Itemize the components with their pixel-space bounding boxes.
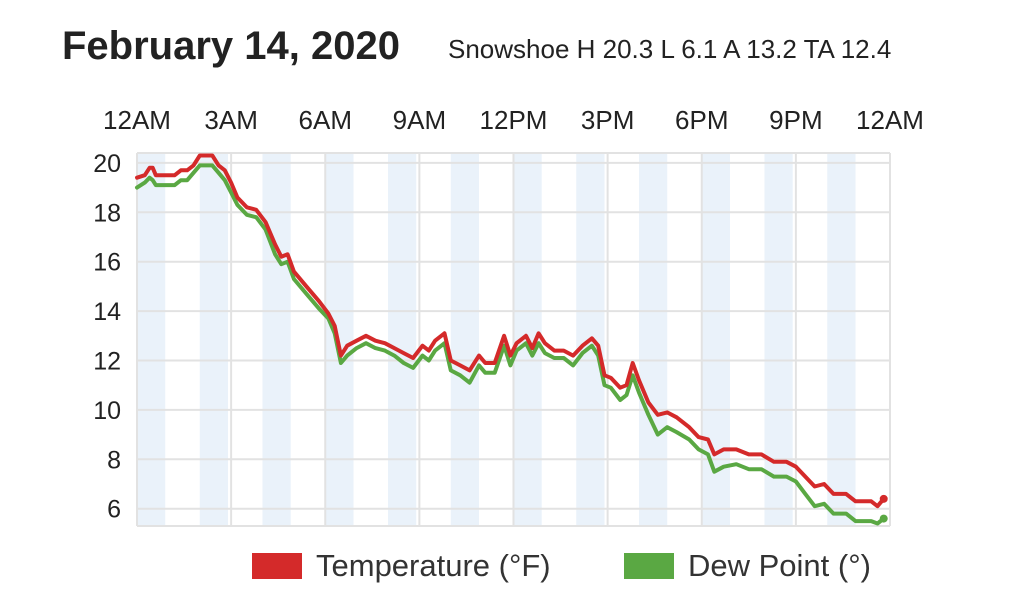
temperature-line [135, 153, 886, 509]
time-band [388, 153, 417, 526]
legend-item-dew-point: Dew Point (°) [624, 546, 871, 586]
dew-point-legend-label: Dew Point (°) [688, 548, 871, 583]
x-tick-label: 12AM [856, 105, 924, 135]
vertical-gridlines [136, 153, 891, 526]
weather-summary: Snowshoe H 20.3 L 6.1 A 13.2 TA 12.4 [448, 34, 892, 64]
time-band [262, 153, 291, 526]
x-tick-label: 12PM [480, 105, 548, 135]
y-tick-label: 6 [107, 496, 121, 524]
y-tick-label: 18 [93, 199, 121, 227]
dew-point-end-point [879, 514, 888, 523]
dew-point-swatch [624, 553, 674, 579]
legend-item-temperature: Temperature (°F) [252, 546, 551, 586]
x-tick-label: 9PM [769, 105, 822, 135]
x-tick-label: 12AM [103, 105, 171, 135]
y-tick-label: 8 [107, 446, 121, 474]
y-tick-label: 10 [93, 397, 121, 425]
x-tick-label: 3PM [581, 105, 634, 135]
x-tick-label: 6PM [675, 105, 728, 135]
y-tick-label: 12 [93, 347, 121, 375]
temperature-end-point [879, 494, 888, 503]
time-band [764, 153, 793, 526]
y-axis-labels: 6 8 10 12 14 16 18 20 [93, 150, 121, 524]
time-band [827, 153, 856, 526]
y-tick-label: 20 [93, 150, 121, 178]
temperature-legend-label: Temperature (°F) [316, 548, 551, 583]
x-tick-label: 3AM [204, 105, 257, 135]
time-band [701, 153, 730, 526]
chart-title: February 14, 2020 [62, 24, 400, 68]
time-band [450, 153, 479, 526]
dew-point-line [135, 163, 886, 526]
x-tick-label: 9AM [393, 105, 446, 135]
temperature-swatch [252, 553, 302, 579]
x-axis-labels: 12AM 3AM 6AM 9AM 12PM 3PM 6PM 9PM 12AM [103, 105, 924, 135]
y-tick-label: 16 [93, 249, 121, 277]
time-band [137, 153, 166, 526]
series-lines [135, 153, 888, 526]
time-band [199, 153, 228, 526]
time-band [639, 153, 668, 526]
x-tick-label: 6AM [299, 105, 352, 135]
y-tick-label: 14 [93, 298, 121, 326]
